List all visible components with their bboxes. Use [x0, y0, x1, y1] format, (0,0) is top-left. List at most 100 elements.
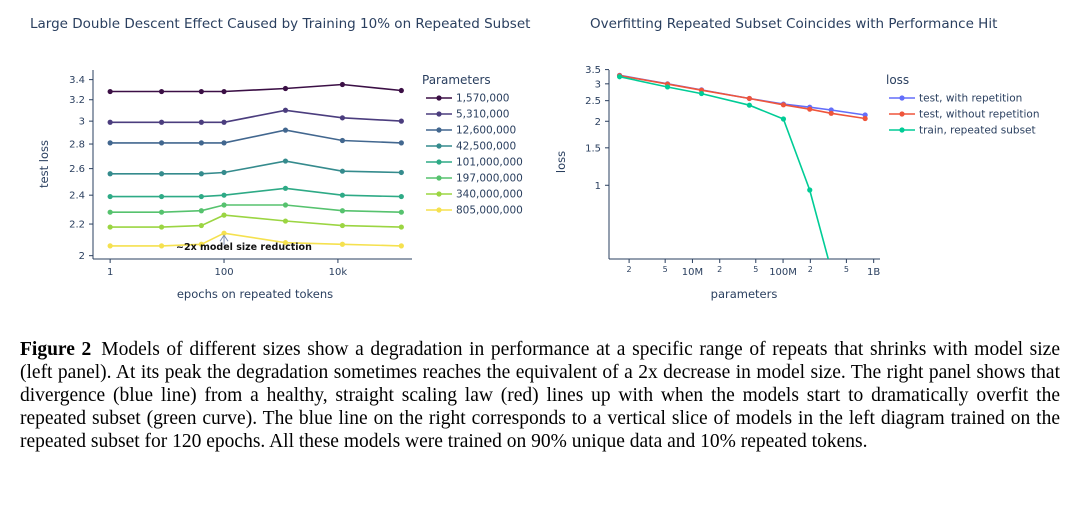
right-legend-items: test, with repetition test, without repet… [889, 93, 1039, 137]
left-series-point-4 [398, 193, 404, 200]
left-series-point-5 [339, 208, 346, 214]
left-series-point-6 [282, 218, 289, 224]
left-series-point-6 [198, 222, 204, 229]
right-x-tick-label: 5 [753, 265, 758, 274]
right-legend-label: test, without repetition [919, 109, 1039, 121]
right-series-point-2 [780, 116, 787, 122]
right-legend: loss test, with repetition test, without … [886, 73, 1039, 137]
left-series-point-7 [158, 243, 165, 249]
left-series-line-3 [110, 160, 402, 175]
left-series-point-3 [107, 171, 113, 177]
left-legend-marker [436, 207, 442, 213]
right-y-ticks: 1 1.5 2 2.5 3 3.5 [585, 65, 609, 192]
left-legend: Parameters 1,570,000 5,310,000 12,600,000 4… [422, 73, 523, 217]
right-y-tick-label: 1.5 [585, 143, 601, 154]
left-legend-label: 42,500,000 [456, 141, 516, 153]
left-legend-label: 805,000,000 [456, 205, 523, 217]
left-series-line-6 [110, 214, 402, 228]
left-annotation: ~2x model size reduction [176, 234, 312, 253]
left-legend-marker [436, 191, 442, 197]
right-x-tick-label: 10M [682, 267, 703, 278]
left-legend-label: 197,000,000 [456, 173, 523, 185]
left-series-point-4 [282, 185, 289, 191]
left-series-point-0 [221, 88, 227, 95]
left-series-point-2 [198, 140, 204, 146]
left-series-point-2 [158, 140, 165, 146]
left-series-point-4 [107, 193, 113, 200]
right-series-point-2 [807, 187, 813, 193]
left-series-point-7 [339, 241, 346, 247]
left-legend-label: 5,310,000 [456, 109, 509, 121]
left-series-point-6 [221, 212, 227, 218]
right-series-point-2 [698, 90, 705, 97]
left-series-point-2 [107, 140, 113, 146]
right-x-tick-label: 100M [769, 267, 797, 278]
left-series-point-2 [339, 137, 346, 144]
left-series-point-5 [282, 202, 289, 208]
right-x-tick-label: 1B [867, 267, 880, 278]
right-y-axis-label: loss [554, 151, 568, 173]
figure-panels: Large Double Descent Effect Caused by Tr… [30, 16, 1039, 301]
left-x-tick-label: 10k [329, 267, 348, 278]
left-legend-label: 1,570,000 [456, 93, 509, 105]
left-y-ticks: 2 2.2 2.4 2.6 2.8 3 3.2 3.4 [69, 75, 93, 262]
left-series-point-4 [339, 192, 346, 198]
left-series-point-0 [282, 85, 289, 92]
left-series-point-2 [221, 140, 227, 146]
left-y-tick-label: 3.4 [69, 75, 85, 86]
left-series-point-3 [282, 158, 289, 164]
right-series-point-1 [828, 110, 834, 116]
annotation-text: ~2x model size reduction [176, 242, 312, 253]
left-series-point-5 [198, 208, 204, 214]
right-x-tick-label: 5 [663, 265, 668, 274]
left-legend-marker [436, 111, 442, 117]
left-series-point-7 [221, 230, 227, 236]
right-legend-marker [899, 127, 905, 133]
left-x-tick-label: 100 [214, 267, 233, 278]
left-series-point-7 [107, 243, 113, 249]
right-series-point-1 [746, 95, 752, 102]
right-series-group [616, 72, 868, 272]
left-series-point-1 [339, 115, 346, 121]
left-series-line-0 [110, 83, 402, 93]
left-series-point-3 [198, 171, 204, 177]
left-y-tick-label: 2.2 [69, 220, 85, 231]
right-x-tick-label: 2 [717, 265, 722, 274]
left-series-line-1 [110, 109, 402, 124]
right-y-tick-label: 2.5 [585, 96, 601, 107]
left-series-point-5 [107, 209, 113, 215]
left-y-tick-label: 2.4 [69, 191, 85, 202]
left-legend-marker [436, 159, 442, 165]
left-legend-marker [436, 143, 442, 149]
left-legend-label: 101,000,000 [456, 157, 523, 169]
left-series-point-7 [198, 241, 204, 247]
left-series-point-0 [158, 88, 165, 95]
left-series-point-3 [339, 168, 346, 174]
left-series-line-4 [110, 187, 402, 198]
left-series-point-1 [198, 119, 204, 125]
right-series-point-2 [829, 267, 834, 272]
left-series-point-0 [107, 88, 113, 95]
left-series-point-1 [398, 118, 404, 124]
left-series-point-6 [107, 224, 113, 230]
left-series-point-3 [398, 169, 404, 176]
left-panel: Large Double Descent Effect Caused by Tr… [30, 16, 530, 301]
right-legend-label: train, repeated subset [919, 125, 1036, 137]
right-series-point-2 [664, 84, 671, 90]
left-legend-title: Parameters [422, 73, 491, 87]
left-series-point-2 [398, 140, 404, 146]
left-series-point-6 [158, 224, 165, 230]
left-series-point-1 [158, 119, 165, 125]
left-x-ticks: 1 100 10k [107, 259, 347, 278]
left-series-line-5 [110, 204, 402, 213]
left-legend-items: 1,570,000 5,310,000 12,600,000 42,500,000 10… [426, 93, 523, 217]
left-legend-marker [436, 95, 442, 101]
left-y-tick-label: 2 [79, 251, 85, 262]
right-x-ticks: 2 5 10M 2 5 100M 2 5 1B [627, 259, 880, 278]
left-series-line-2 [110, 129, 402, 144]
right-legend-marker [899, 95, 905, 101]
right-series-point-1 [862, 115, 868, 122]
right-x-tick-label: 2 [627, 265, 632, 274]
right-panel: Overfitting Repeated Subset Coincides wi… [554, 16, 1039, 301]
left-legend-marker [436, 175, 442, 181]
